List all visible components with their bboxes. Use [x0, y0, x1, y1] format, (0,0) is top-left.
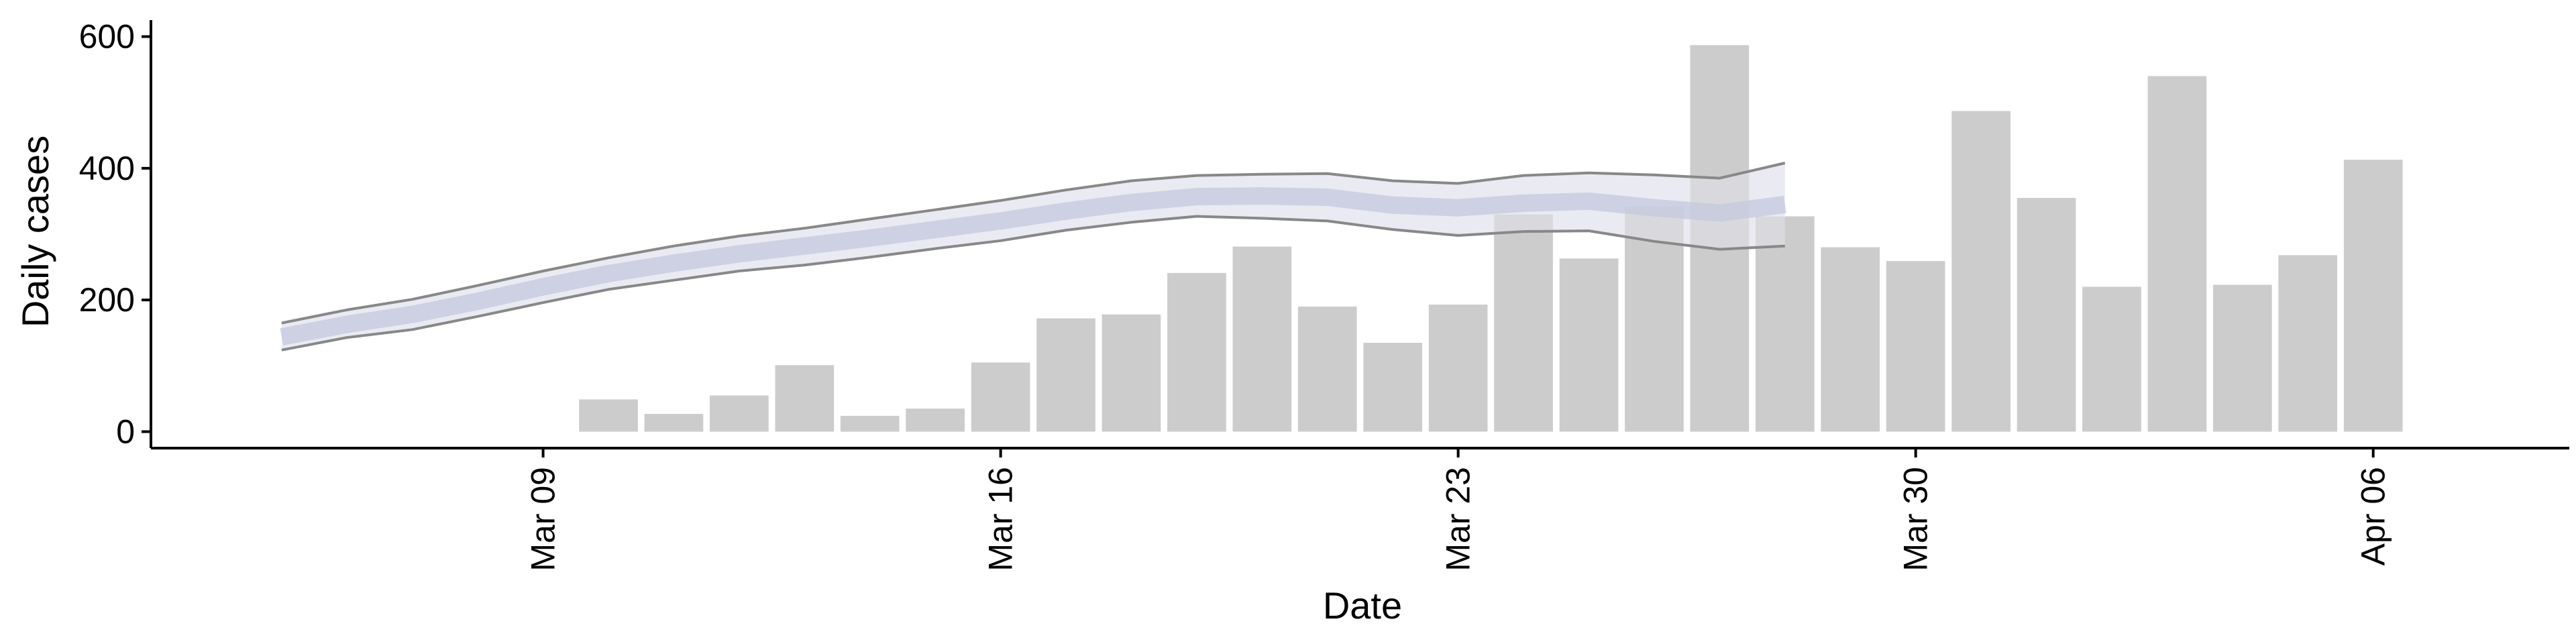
- plot-area: [280, 45, 2403, 432]
- y-tick-label-400: 400: [79, 150, 135, 187]
- bar-2025-04-03: [2147, 76, 2207, 432]
- x-tick-label-2025-03-16: Mar 16: [982, 467, 1020, 572]
- x-tick-label-2025-03-30: Mar 30: [1897, 467, 1935, 572]
- y-tick-label-600: 600: [79, 18, 135, 56]
- x-tick-label-2025-03-23: Mar 23: [1440, 467, 1477, 572]
- axes: 0 200 400 600 Mar 09 Mar 16 Mar 23 Mar 30 Apr 06: [79, 18, 2569, 572]
- bar-2025-03-29: [1821, 247, 1880, 432]
- x-axis-title: Date: [1323, 584, 1402, 627]
- upper-bound-line: [281, 162, 1786, 325]
- bar-2025-03-12: [710, 395, 769, 432]
- bar-2025-03-30: [1886, 261, 1945, 432]
- bar-2025-03-10: [579, 399, 638, 432]
- y-tick-label-0: 0: [116, 413, 135, 450]
- bar-2025-03-27: [1690, 45, 1750, 432]
- bar-2025-03-20: [1232, 246, 1292, 432]
- bar-2025-03-25: [1559, 258, 1619, 432]
- x-tick-label-2025-03-09: Mar 09: [525, 467, 562, 572]
- bar-2025-04-04: [2213, 284, 2272, 432]
- lower-bound-line: [281, 215, 1785, 352]
- bar-2025-03-14: [840, 415, 900, 432]
- y-tick-label-200: 200: [79, 281, 135, 319]
- bar-2025-03-21: [1297, 307, 1357, 432]
- bar-2025-03-13: [775, 365, 835, 432]
- bar-2025-03-15: [906, 409, 965, 432]
- bar-2025-04-05: [2278, 255, 2338, 432]
- bar-2025-03-17: [1036, 318, 1095, 432]
- bar-2025-03-22: [1363, 343, 1423, 432]
- bar-2025-03-23: [1428, 305, 1488, 432]
- bar-2025-04-06: [2343, 160, 2403, 432]
- median-line: [280, 187, 1786, 345]
- bar-2025-03-24: [1494, 214, 1553, 432]
- bar-2025-03-31: [1951, 111, 2010, 432]
- bar-2025-03-11: [644, 414, 704, 432]
- confidence-band-overlay: [281, 163, 1785, 350]
- y-axis-title: Daily cases: [14, 136, 56, 327]
- bar-2025-03-19: [1167, 272, 1226, 432]
- bar-2025-03-28: [1756, 216, 1815, 432]
- bar-2025-03-16: [971, 362, 1030, 432]
- bar-2025-04-02: [2082, 286, 2141, 432]
- bar-2025-04-01: [2017, 198, 2076, 432]
- bar-2025-03-18: [1102, 314, 1161, 432]
- x-tick-label-2025-04-06: Apr 06: [2355, 467, 2392, 566]
